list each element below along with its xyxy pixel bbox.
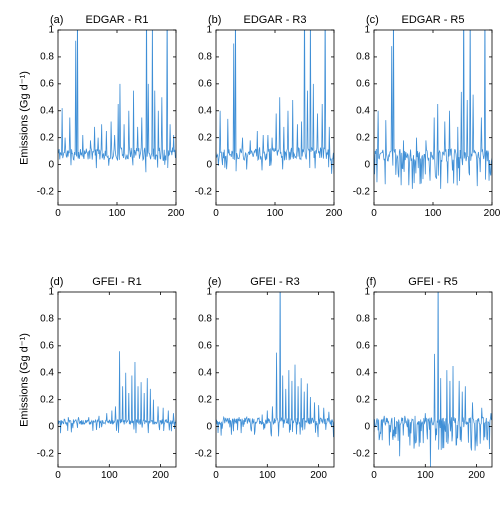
series-line <box>58 351 176 433</box>
x-tick-label: 0 <box>213 208 219 219</box>
x-tick-label: 0 <box>213 470 219 481</box>
y-tick-label: 0 <box>364 159 370 170</box>
plot-svg <box>216 292 334 467</box>
y-tick-label: 0.6 <box>198 78 212 89</box>
y-tick-label: 0.6 <box>40 340 54 351</box>
x-tick-label: 200 <box>152 470 169 481</box>
y-tick-label: -0.2 <box>37 448 54 459</box>
y-tick-label: 0.2 <box>40 132 54 143</box>
y-tick-label: 0.4 <box>40 367 54 378</box>
y-axis-label: Emissions (Gg d⁻¹) <box>18 71 31 165</box>
y-tick-label: 0.4 <box>356 105 370 116</box>
plot-svg <box>58 292 176 467</box>
y-tick-label: -0.2 <box>195 186 212 197</box>
y-tick-label: 1 <box>48 25 54 36</box>
x-tick-label: 200 <box>484 208 500 219</box>
panel-title: EDGAR - R3 <box>216 14 334 26</box>
series-line <box>374 258 492 467</box>
y-tick-label: 0.2 <box>356 394 370 405</box>
y-axis-label: Emissions (Gg d⁻¹) <box>18 333 31 427</box>
y-tick-label: 0.2 <box>356 132 370 143</box>
panel-e: (e)GFEI - R3-0.200.20.40.60.810100200 <box>216 292 334 467</box>
x-tick-label: 100 <box>101 470 118 481</box>
x-tick-label: 100 <box>417 470 434 481</box>
x-tick-label: 100 <box>425 208 442 219</box>
x-tick-label: 0 <box>55 208 61 219</box>
y-tick-label: 0.8 <box>198 51 212 62</box>
y-tick-label: 0.8 <box>356 313 370 324</box>
y-tick-label: 0.8 <box>40 313 54 324</box>
x-tick-label: 0 <box>55 470 61 481</box>
y-tick-label: 1 <box>364 287 370 298</box>
y-tick-label: 0.2 <box>198 394 212 405</box>
y-tick-label: 0.8 <box>40 51 54 62</box>
y-tick-label: 1 <box>48 287 54 298</box>
y-tick-label: 0 <box>48 159 54 170</box>
y-tick-label: 1 <box>206 287 212 298</box>
y-tick-label: 0.8 <box>356 51 370 62</box>
x-tick-label: 200 <box>468 470 485 481</box>
tick-marks <box>216 292 334 467</box>
panel-b: (b)EDGAR - R3-0.200.20.40.60.810100200 <box>216 30 334 205</box>
series-line <box>216 0 334 174</box>
y-tick-label: 0.2 <box>198 132 212 143</box>
panel-title: EDGAR - R1 <box>58 14 176 26</box>
y-tick-label: 0.4 <box>356 367 370 378</box>
x-tick-label: 100 <box>267 208 284 219</box>
panel-d: (d)GFEI - R1Emissions (Gg d⁻¹)-0.200.20.… <box>58 292 176 467</box>
x-tick-label: 0 <box>371 208 377 219</box>
y-tick-label: 0.4 <box>198 367 212 378</box>
y-tick-label: 0 <box>364 421 370 432</box>
plot-svg <box>374 292 492 467</box>
x-tick-label: 0 <box>371 470 377 481</box>
x-tick-label: 200 <box>168 208 185 219</box>
axis-box <box>216 292 334 467</box>
y-tick-label: 0.6 <box>40 78 54 89</box>
y-tick-label: 0.6 <box>198 340 212 351</box>
panel-c: (c)EDGAR - R5-0.200.20.40.60.810100200 <box>374 30 492 205</box>
y-tick-label: -0.2 <box>353 448 370 459</box>
x-tick-label: 100 <box>259 470 276 481</box>
y-tick-label: -0.2 <box>195 448 212 459</box>
y-tick-label: -0.2 <box>37 186 54 197</box>
x-tick-label: 200 <box>310 470 327 481</box>
panel-title: GFEI - R5 <box>374 276 492 288</box>
y-tick-label: 0.2 <box>40 394 54 405</box>
plot-svg <box>58 30 176 205</box>
panel-a: (a)EDGAR - R1Emissions (Gg d⁻¹)-0.200.20… <box>58 30 176 205</box>
panel-f: (f)GFEI - R5-0.200.20.40.60.810100200 <box>374 292 492 467</box>
axis-box <box>374 292 492 467</box>
tick-marks <box>58 292 176 467</box>
y-tick-label: 0.4 <box>198 105 212 116</box>
y-tick-label: 1 <box>206 25 212 36</box>
tick-marks <box>374 292 492 467</box>
series-line <box>374 0 492 189</box>
x-tick-label: 200 <box>326 208 343 219</box>
y-tick-label: 1 <box>364 25 370 36</box>
panel-title: EDGAR - R5 <box>374 14 492 26</box>
y-tick-label: 0 <box>206 159 212 170</box>
panel-title: GFEI - R1 <box>58 276 176 288</box>
axis-box <box>58 292 176 467</box>
plot-svg <box>216 30 334 205</box>
y-tick-label: 0 <box>48 421 54 432</box>
y-tick-label: 0.4 <box>40 105 54 116</box>
y-tick-label: -0.2 <box>353 186 370 197</box>
y-tick-label: 0.8 <box>198 313 212 324</box>
plot-svg <box>374 30 492 205</box>
figure: (a)EDGAR - R1Emissions (Gg d⁻¹)-0.200.20… <box>0 0 500 508</box>
y-tick-label: 0 <box>206 421 212 432</box>
y-tick-label: 0.6 <box>356 340 370 351</box>
y-tick-label: 0.6 <box>356 78 370 89</box>
panel-title: GFEI - R3 <box>216 276 334 288</box>
x-tick-label: 100 <box>109 208 126 219</box>
